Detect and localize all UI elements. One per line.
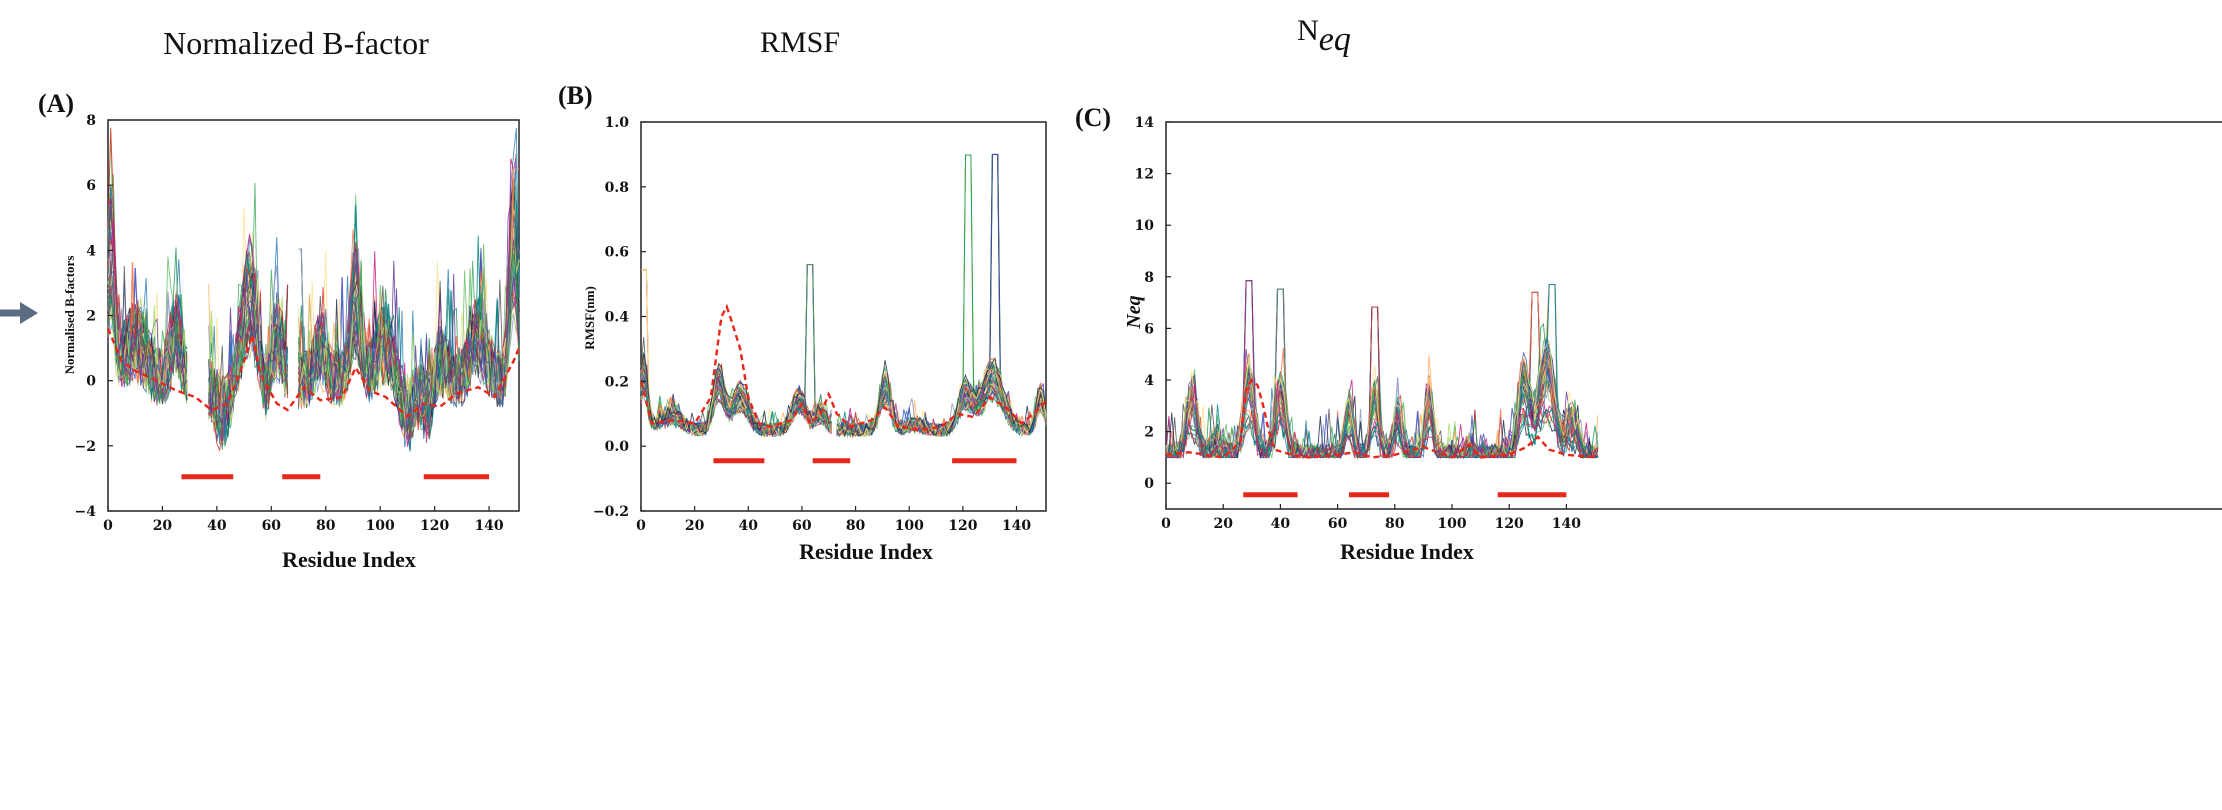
panel-a-letter: (A) [38, 89, 74, 118]
panel-a-x-tick-label: 100 [366, 518, 395, 534]
panel-c-series-line [1165, 291, 1599, 460]
panel-c-frame [1165, 121, 2222, 510]
panel-c-x-tick-label: 20 [1213, 516, 1233, 532]
panel-a-series-line [107, 154, 519, 447]
panel-b-series-line [640, 357, 1047, 437]
panel-a-y-ticks: −4 −2 0 2 4 6 8 [75, 113, 113, 520]
panel-b-y-tick-label: 0.4 [605, 310, 630, 326]
panel-b-series-line [640, 153, 1047, 437]
panel-c-x-tick-label: 60 [1328, 516, 1348, 532]
panel-a-x-tick-label: 120 [420, 518, 449, 534]
panel-b-x-tick-label: 120 [948, 518, 977, 534]
panel-a-y-tick-label: 4 [86, 243, 96, 259]
panel-c-x-tick-label: 120 [1495, 516, 1524, 532]
left-arrow-head [20, 302, 38, 324]
panel-b-title: RMSF [760, 26, 840, 59]
left-arrow-icon [0, 302, 38, 324]
panel-a-x-tick-label: 40 [207, 518, 227, 534]
panel-c-y-tick-label: 12 [1135, 167, 1154, 183]
panel-a-x-tick-label: 140 [474, 518, 503, 534]
panel-b-y-axis-label: RMSF(nm) [582, 286, 597, 350]
panel-b-series-line [640, 154, 1047, 437]
panel-b-mean-line [639, 303, 1047, 432]
panel-b-series-line [640, 153, 1047, 437]
panel-c-series-line [1166, 280, 1599, 460]
panel-a-title: Normalized B-factor [163, 25, 429, 61]
panel-a-x-ticks: 0 20 40 60 80 100 120 140 [103, 506, 504, 534]
panel-a-series-line [107, 260, 520, 431]
panel-b-series-line [640, 264, 1047, 437]
panel-c-x-tick-label: 100 [1437, 516, 1466, 532]
panel-b-letter: (B) [558, 81, 593, 110]
panel-a-x-tick-label: 60 [262, 518, 282, 534]
panel-a-x-tick-label: 0 [103, 518, 113, 534]
panel-c-y-tick-label: 14 [1135, 115, 1155, 131]
panel-a-mean-line [106, 328, 521, 419]
panel-a-y-tick-label: −2 [75, 439, 96, 455]
panel-a-series-group [106, 127, 521, 453]
panel-b-y-tick-label: 0.8 [605, 180, 629, 196]
panel-b-x-tick-label: 60 [792, 518, 812, 534]
panel-c-x-tick-label: 0 [1161, 516, 1171, 532]
panel-c-title-subscript: eq [1319, 21, 1351, 58]
panel-a-y-tick-label: 8 [86, 113, 96, 129]
panel-a-series-line [107, 127, 519, 452]
panel-b-x-tick-label: 0 [636, 518, 646, 534]
panel-a-series-line [107, 154, 519, 447]
panel-b-series-group [639, 153, 1047, 439]
panel-b-x-tick-label: 80 [846, 518, 866, 534]
panel-b-x-tick-label: 100 [895, 518, 924, 534]
panel-b-y-tick-label: 1.0 [605, 115, 630, 131]
panel-c-y-tick-label: 0 [1144, 476, 1154, 492]
panel-c-series-group [1165, 280, 1599, 460]
panel-c-x-tick-label: 140 [1552, 516, 1581, 532]
panel-a-y-tick-label: 6 [86, 178, 96, 194]
panel-c-x-ticks: 0 20 40 60 80 100 120 140 [1161, 504, 1581, 532]
panel-b-frame [640, 121, 1047, 512]
panel-b-chart: 0 20 40 60 80 100 120 140 −0.2 0.0 0.2 0.4 0.6 0.8 1.… [582, 115, 1047, 564]
panel-a-x-tick-label: 80 [316, 518, 336, 534]
panel-b-x-axis-label: Residue Index [799, 539, 933, 564]
panel-c-x-tick-label: 80 [1385, 516, 1405, 532]
panel-c-y-ticks: 0 2 4 6 8 10 12 14 [1135, 115, 1171, 492]
panel-c-x-tick-label: 40 [1271, 516, 1291, 532]
panel-c-title: Neq [1297, 14, 1351, 58]
panel-c-series-line [1165, 340, 1599, 460]
panel-a-y-tick-label: −4 [75, 504, 97, 520]
panel-a-chart: 0 20 40 60 80 100 120 140 −4 −2 0 2 4 6 8 Residue Ind… [62, 113, 521, 572]
panel-b-series-line [640, 353, 1047, 438]
panel-c-y-tick-label: 10 [1135, 218, 1155, 234]
panel-b-y-tick-label: −0.2 [593, 504, 629, 520]
panel-b-series-line [640, 153, 1047, 437]
panel-a-x-axis-label: Residue Index [282, 547, 416, 572]
panel-b-y-tick-label: 0.6 [605, 245, 629, 261]
panel-c-y-tick-label: 6 [1144, 321, 1154, 337]
panel-b-series-line [640, 153, 1047, 437]
panel-a-x-tick-label: 20 [153, 518, 173, 534]
panel-c-y-tick-label: 2 [1144, 425, 1154, 441]
panel-b-y-tick-label: 0.2 [605, 374, 629, 390]
panel-a-series-line [107, 127, 520, 453]
panel-b-x-tick-label: 40 [739, 518, 759, 534]
panel-b-x-tick-label: 20 [685, 518, 705, 534]
panel-c-y-tick-label: 8 [1144, 270, 1154, 286]
panel-b-y-ticks: −0.2 0.0 0.2 0.4 0.6 0.8 1.0 [593, 115, 646, 520]
panel-b-x-ticks: 0 20 40 60 80 100 120 140 [636, 506, 1031, 534]
panel-a-y-axis-label: Normalised B-factors [62, 256, 77, 375]
panel-c-chart: 0 20 40 60 80 100 120 140 0 2 4 6 8 10 12 14 Residue I… [1123, 115, 2222, 564]
panel-c-y-axis-label: Neq [1123, 295, 1145, 329]
panel-b-y-tick-label: 0.0 [605, 439, 630, 455]
panel-a-y-tick-label: 0 [86, 374, 96, 390]
panel-c-x-axis-label: Residue Index [1340, 539, 1474, 564]
panel-b-series-line [640, 154, 1047, 438]
panel-c-y-tick-label: 4 [1144, 373, 1154, 389]
panel-c-letter: (C) [1075, 103, 1111, 132]
panel-c-title-main: N [1297, 14, 1319, 47]
panel-b-x-tick-label: 140 [1002, 518, 1031, 534]
panel-a-y-tick-label: 2 [86, 309, 96, 325]
